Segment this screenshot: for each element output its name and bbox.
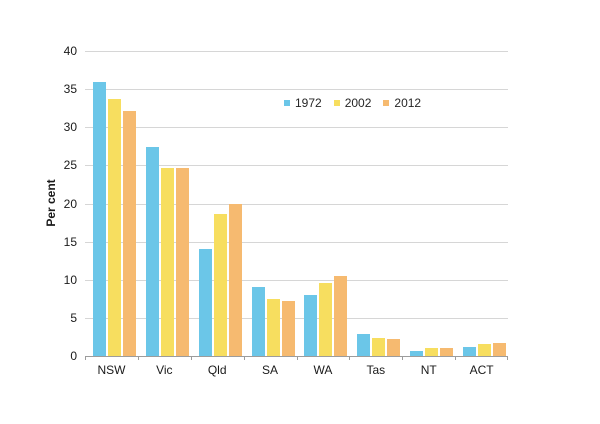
bar-2002-NSW [107,99,121,356]
legend: 1972 2002 2012 [284,96,421,110]
gridline-40 [85,51,508,52]
bar-group-NSW: NSW [85,51,138,377]
x-tick-label-ACT: ACT [469,363,494,377]
gridline-35 [85,89,508,91]
x-axis-tick [85,356,86,360]
x-axis-tick [297,356,298,360]
bar-2002-Tas [372,338,386,356]
x-axis-tick [244,356,245,360]
x-tick-label-WA: WA [313,363,333,377]
bar-2002-Vic [160,168,174,356]
bar-1972-ACT [463,346,476,356]
bar-1972-WA [304,295,318,356]
bar-groups: NSW Vic Qld SA WA Tas NT ACT [85,51,508,377]
plot-area: NSW Vic Qld SA WA Tas NT ACT [85,51,508,377]
bar-2012-WA [334,275,348,356]
bar-2002-SA [266,298,280,356]
legend-swatch-icon [284,100,290,106]
gridline-20 [85,203,508,205]
x-tick-label-Vic: Vic [156,363,173,377]
bar-2012-SA [281,301,295,356]
y-tick-label-0: 0 [70,349,77,363]
x-tick-label-NSW: NSW [97,363,126,377]
bar-1972-Qld [198,248,212,356]
bar-2012-Vic [175,167,189,356]
y-tick-label-40: 40 [63,44,77,58]
bar-1972-SA [251,287,265,356]
legend-item-2012: 2012 [383,96,421,110]
bar-group-ACT: ACT [455,51,508,377]
y-tick-label-5: 5 [70,310,77,325]
gridline-15 [85,241,508,243]
bar-group-Vic: Vic [138,51,191,377]
legend-swatch-icon [333,100,340,106]
bar-2012-NSW [122,111,136,356]
x-axis-tick [507,356,508,360]
legend-item-1972: 1972 [284,96,322,110]
x-axis-line [85,356,508,357]
bar-group-SA: SA [244,51,297,377]
legend-label: 2002 [344,96,372,110]
bar-group-NT: NT [402,51,455,377]
y-tick-label-20: 20 [63,196,77,211]
gridline-10 [85,279,508,281]
bar-group-Qld: Qld [191,51,244,377]
y-tick-label-15: 15 [63,234,77,249]
bar-2002-WA [319,282,333,356]
bar-1972-NSW [92,82,106,356]
bar-2012-NT [440,348,454,356]
bar-1972-Vic [145,147,159,356]
y-tick-label-25: 25 [63,158,77,173]
bar-2012-Qld [228,203,242,356]
x-axis-tick [138,356,139,360]
gridline-25 [85,165,508,167]
x-tick-label-NT: NT [420,363,437,377]
bar-1972-Tas [357,333,371,356]
x-tick-label-SA: SA [262,363,279,377]
bar-2012-Tas [387,339,401,356]
bar-2002-NT [425,348,439,356]
bar-2002-ACT [478,343,491,356]
gridline-30 [85,127,508,129]
x-tick-label-Qld: Qld [207,363,227,377]
x-axis-tick [349,356,350,360]
bar-group-Tas: Tas [349,51,402,377]
x-axis-tick [455,356,456,360]
y-tick-label-10: 10 [63,272,77,287]
x-tick-label-Tas: Tas [366,363,386,377]
bar-1972-NT [410,351,424,356]
gridline-5 [85,317,508,319]
legend-swatch-icon [383,100,390,106]
legend-label: 2012 [394,96,422,110]
x-axis-tick [191,356,192,360]
y-axis-tick-labels: 0 5 10 15 20 25 30 35 40 [0,44,77,363]
y-tick-label-35: 35 [63,82,77,97]
bar-2012-ACT [493,343,506,356]
y-tick-label-30: 30 [63,120,77,135]
bar-2002-Qld [213,214,227,356]
x-axis-tick [402,356,403,360]
legend-item-2002: 2002 [333,96,372,110]
bar-group-WA: WA [297,51,350,377]
legend-label: 1972 [295,96,322,110]
